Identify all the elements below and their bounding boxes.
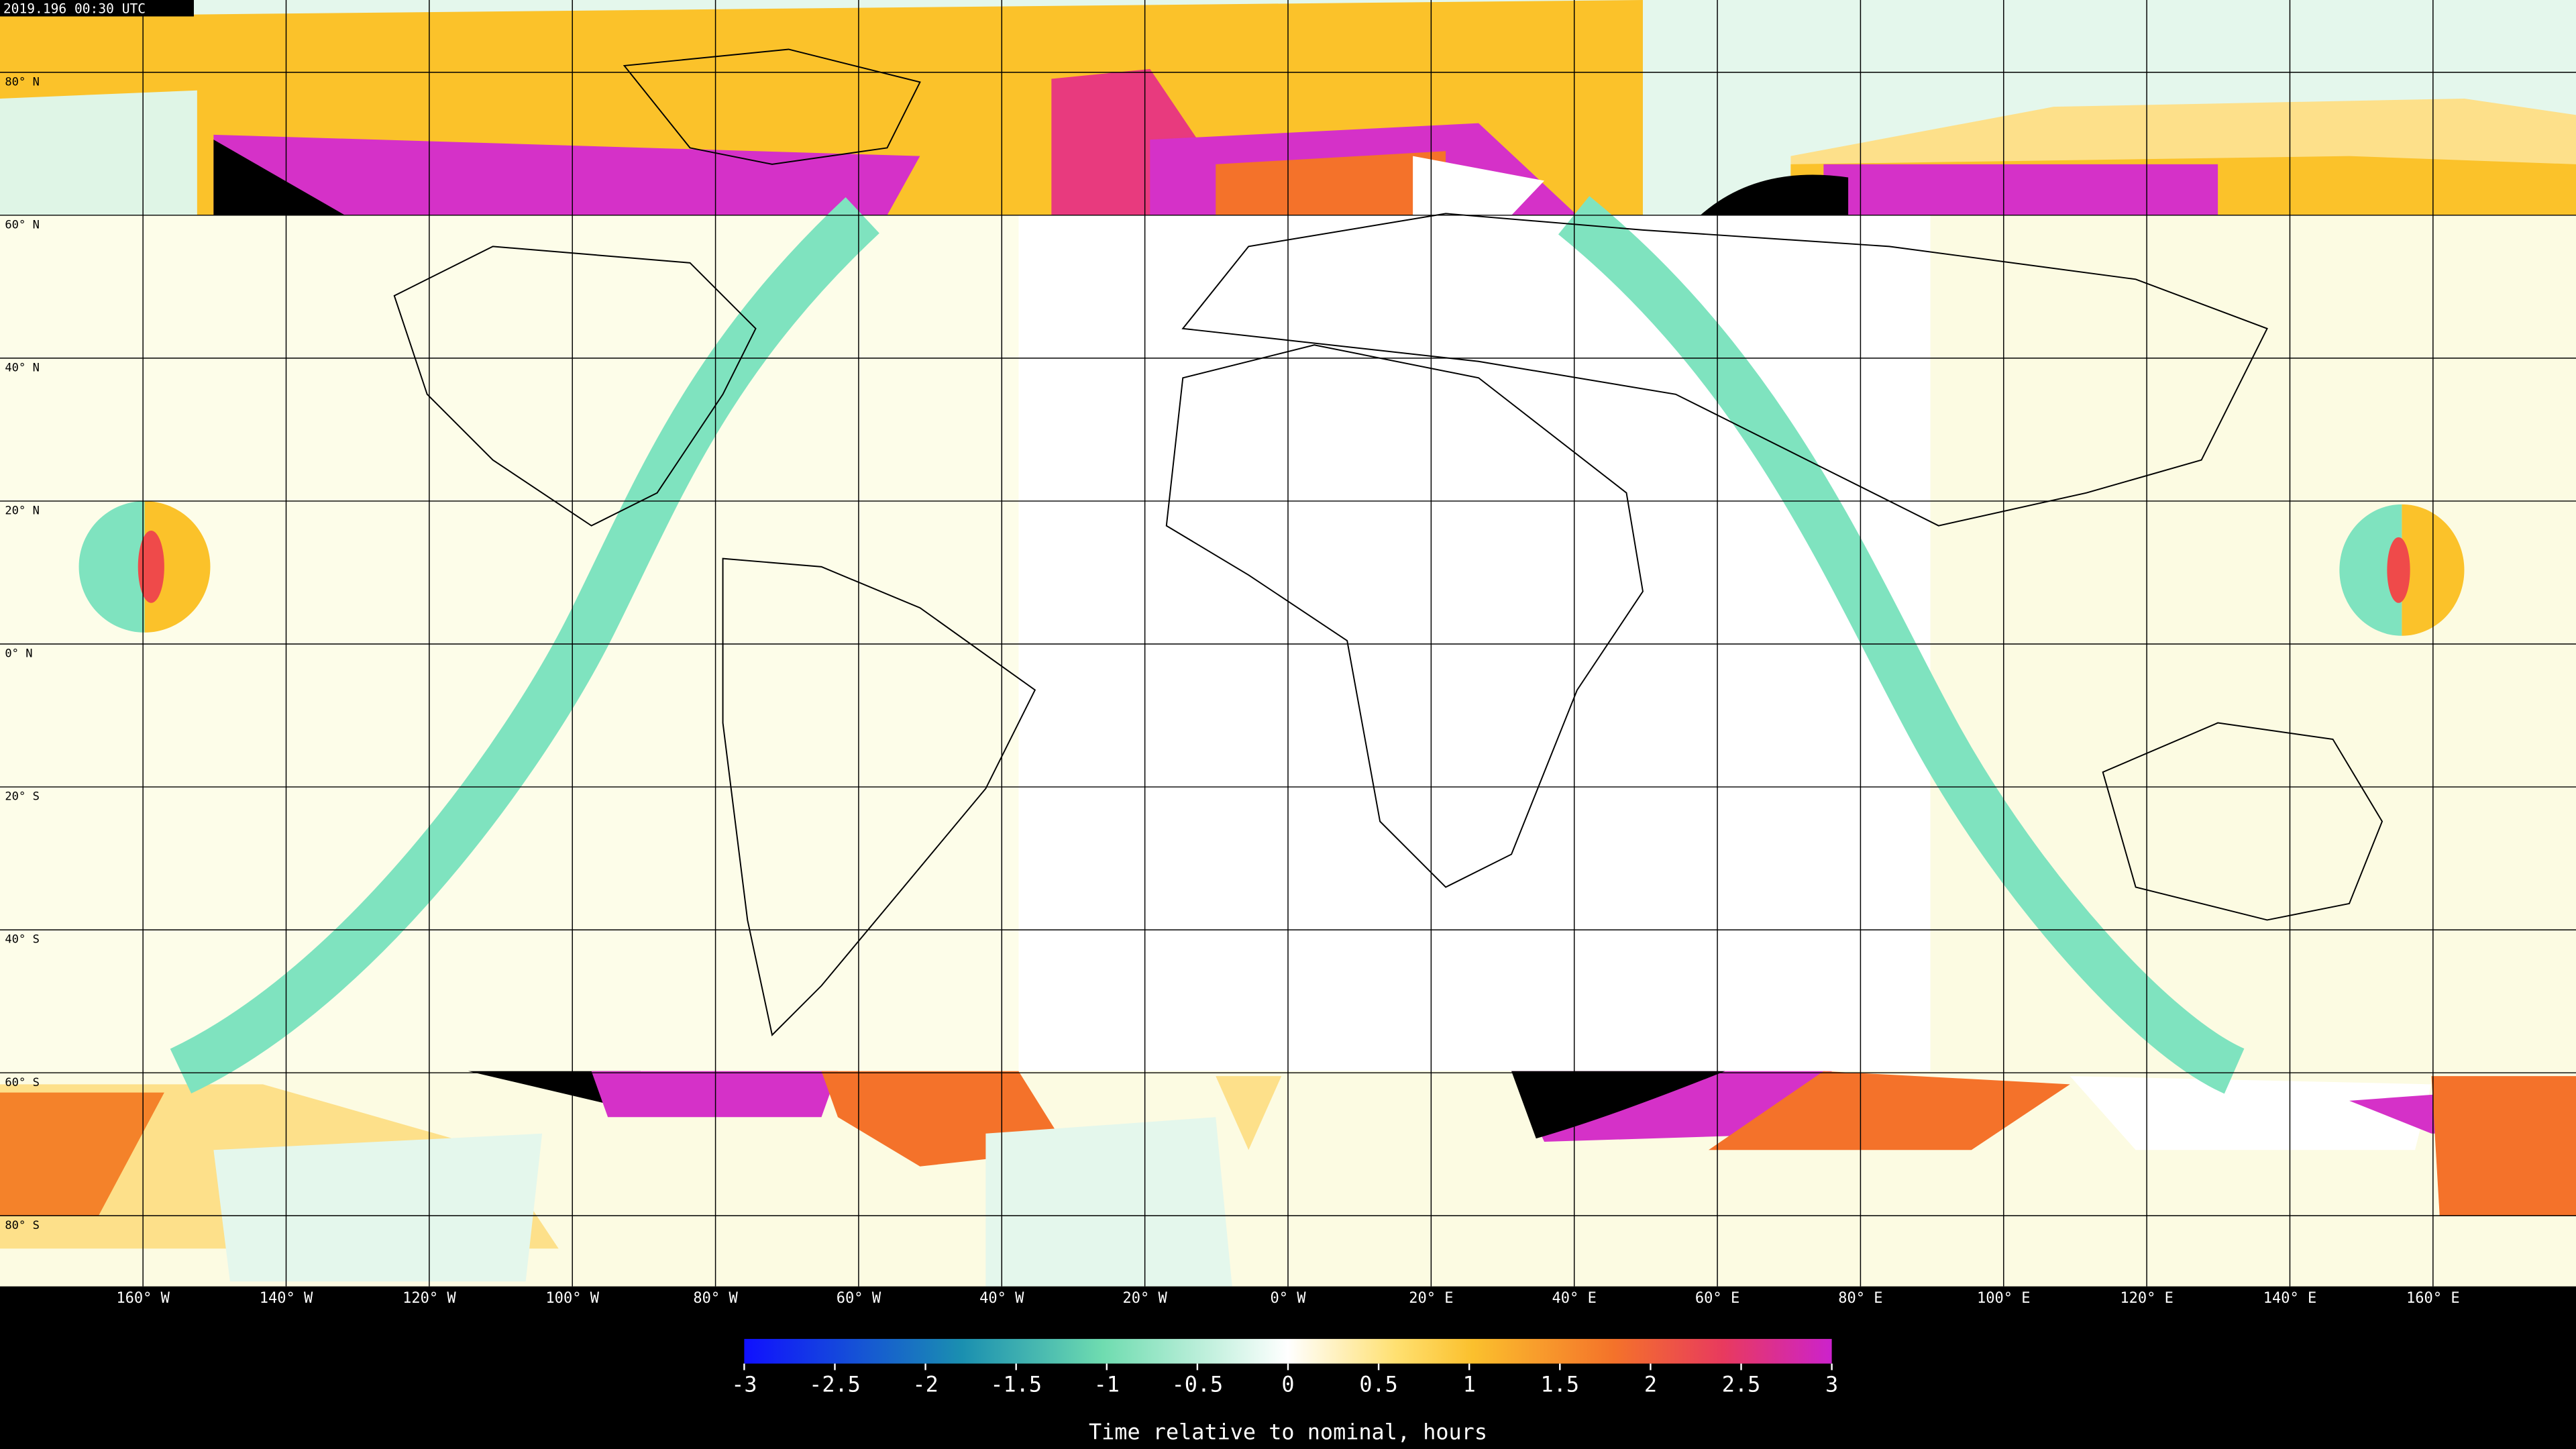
longitude-label: 40° E	[1552, 1290, 1597, 1307]
latitude-label: 20° N	[5, 504, 40, 518]
colorbar-tick-label: 1.5	[1541, 1371, 1580, 1397]
latitude-label: 40° S	[5, 933, 40, 947]
timestamp: 2019.196 00:30 UTC	[3, 1, 146, 17]
disc-west	[78, 500, 211, 633]
colorbar-label: Time relative to nominal, hours	[1089, 1419, 1487, 1444]
timestamp-box	[0, 0, 194, 17]
colorbar-tick-label: 2	[1644, 1371, 1657, 1397]
colorbar-tick-label: -3	[731, 1371, 757, 1397]
longitude-label: 80° E	[1838, 1290, 1882, 1307]
longitude-label: 100° E	[1977, 1290, 2031, 1307]
longitude-label: 140° E	[2263, 1290, 2317, 1307]
latitude-label: 80° N	[5, 75, 40, 89]
nominal-region	[1018, 215, 1931, 1071]
longitude-label: 60° W	[837, 1290, 881, 1307]
colorbar-tick-label: 2.5	[1722, 1371, 1760, 1397]
west-region	[0, 215, 1019, 1071]
eastern-band	[1558, 196, 2245, 1094]
colorbar-tick-label: -1.5	[990, 1371, 1042, 1397]
colorbar-tick-label: -2	[912, 1371, 938, 1397]
longitude-label: 20° E	[1409, 1290, 1453, 1307]
longitude-label: 160° E	[2406, 1290, 2460, 1307]
longitude-label: 80° W	[693, 1290, 738, 1307]
longitude-label: 160° W	[116, 1290, 170, 1307]
longitude-label: 120° E	[2120, 1290, 2174, 1307]
latitude-label: 60° N	[5, 218, 40, 231]
longitude-label: 140° W	[260, 1290, 313, 1307]
colorbar-tick-label: -0.5	[1172, 1371, 1224, 1397]
colorbar-tick-label: 0	[1281, 1371, 1294, 1397]
colorbar-tick-label: 1	[1463, 1371, 1476, 1397]
colorbar-ticks: -3 -2.5 -2 -1.5 -1 -0.5 0 0.5 1 1.5 2 2.5 3	[731, 1363, 1838, 1397]
colorbar-tick-label: -1	[1094, 1371, 1120, 1397]
colorbar-tick-label: -2.5	[809, 1371, 861, 1397]
longitude-label: 100° W	[545, 1290, 599, 1307]
longitude-label: 120° W	[402, 1290, 456, 1307]
coastlines	[393, 48, 2383, 1036]
latitude-label: 0° N	[5, 647, 32, 661]
longitude-label: 0° W	[1270, 1290, 1306, 1307]
latitude-label: 40° N	[5, 361, 40, 374]
graticule	[0, 0, 2576, 1287]
colorbar-tick-label: 3	[1825, 1371, 1838, 1397]
latitude-label: 80° S	[5, 1219, 40, 1232]
latitude-label: 20° S	[5, 790, 40, 804]
colorbar-tick-label: 0.5	[1359, 1371, 1398, 1397]
longitude-label: 60° E	[1695, 1290, 1739, 1307]
colorbar	[744, 1338, 1832, 1364]
latitude-label: 60° S	[5, 1076, 40, 1089]
graticule-labels: 80° N 60° N 40° N 20° N 0° N 20° S 40° S 60° S 8…	[5, 75, 2459, 1307]
western-band	[170, 197, 879, 1093]
disc-east	[2339, 504, 2465, 636]
longitude-label: 20° W	[1122, 1290, 1167, 1307]
longitude-label: 40° W	[979, 1290, 1024, 1307]
